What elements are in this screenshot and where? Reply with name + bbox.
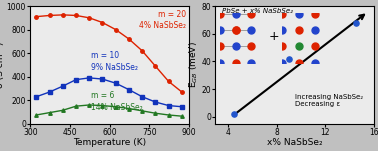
Y-axis label: E$_{GB}$ (meV): E$_{GB}$ (meV) <box>187 42 200 88</box>
Text: 4% NaSbSe₂: 4% NaSbSe₂ <box>139 21 186 30</box>
Text: m = 20: m = 20 <box>158 10 186 19</box>
Text: m = 6: m = 6 <box>91 91 114 100</box>
Text: Increasing NaSbSe₂
Decreasing ε: Increasing NaSbSe₂ Decreasing ε <box>295 94 363 107</box>
Y-axis label: σ (S·cm⁻¹): σ (S·cm⁻¹) <box>0 42 5 88</box>
Text: m = 10: m = 10 <box>91 51 119 60</box>
Text: +: + <box>269 30 279 43</box>
X-axis label: Temperature (K): Temperature (K) <box>73 138 146 147</box>
X-axis label: x% NaSbSe₂: x% NaSbSe₂ <box>267 138 323 147</box>
Text: 9% NaSbSe₂: 9% NaSbSe₂ <box>91 63 138 72</box>
Point <box>286 58 292 60</box>
Point <box>231 113 237 115</box>
Point <box>353 21 359 24</box>
Text: 14% NaSbSe₂: 14% NaSbSe₂ <box>91 103 143 112</box>
Text: PbSe + x% NaSbSe₂: PbSe + x% NaSbSe₂ <box>222 8 293 14</box>
